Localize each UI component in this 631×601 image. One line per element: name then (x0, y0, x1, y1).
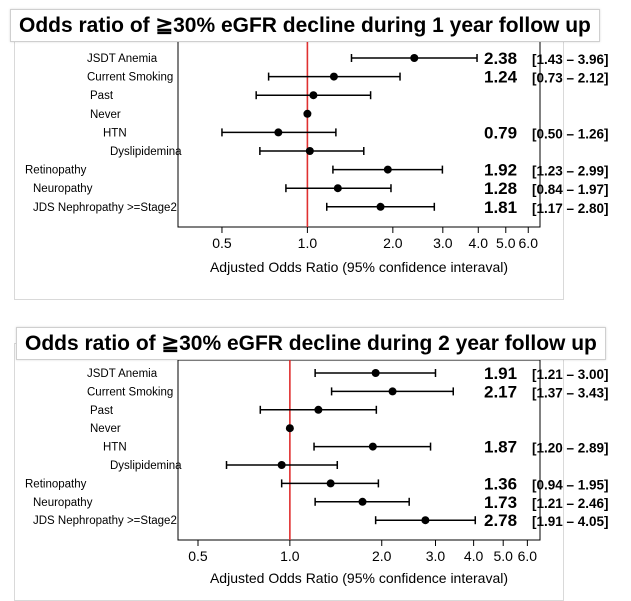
point-estimate (388, 387, 397, 396)
x-axis-label: Adjusted Odds Ratio (95% confidence inte… (210, 570, 508, 586)
confidence-interval-text: [1.91 – 4.05] (532, 514, 609, 529)
confidence-interval-text: [1.21 – 3.00] (532, 367, 609, 382)
odds-ratio-value: 1.36 (484, 474, 517, 493)
confidence-interval-text: [0.73 – 2.12] (532, 71, 609, 86)
confidence-interval-text: [0.84 – 1.97] (532, 182, 609, 197)
x-tick-label: 0.5 (212, 235, 232, 251)
odds-ratio-value: 1.91 (484, 364, 517, 383)
row-label: Current Smoking (87, 386, 173, 398)
odds-ratio-value: 1.24 (484, 68, 518, 87)
x-tick-label: 6.0 (518, 548, 538, 564)
confidence-interval-text: [1.23 – 2.99] (532, 164, 609, 179)
point-estimate (383, 165, 392, 174)
chart-panel-1 (14, 28, 564, 300)
row-label: HTN (103, 442, 127, 454)
forest-plot-1: 0.5 1.0 2.0 3.0 4.0 5.0 6.0 Adjusted Odds Ratio… (25, 40, 609, 275)
x-tick-label: 5.0 (493, 548, 513, 564)
point-estimate (333, 184, 342, 193)
confidence-interval-text: [1.17 – 2.80] (532, 201, 609, 216)
row-label: Dyslipidemina (110, 460, 182, 472)
odds-ratio-value: 1.81 (484, 198, 517, 217)
row-label: HTN (103, 127, 127, 139)
point-estimate (309, 91, 318, 100)
x-tick-label: 4.0 (464, 548, 484, 564)
x-tick-label: 2.0 (383, 235, 403, 251)
confidence-interval-text: [1.20 – 2.89] (532, 441, 609, 456)
x-tick-label: 3.0 (426, 548, 446, 564)
row-label: Neuropathy (33, 183, 93, 195)
row-label: Current Smoking (87, 72, 173, 84)
point-estimate (277, 461, 286, 469)
confidence-interval-text: [0.94 – 1.95] (532, 477, 609, 492)
confidence-interval-text: [1.21 – 2.46] (532, 496, 609, 511)
confidence-interval-text: [1.43 – 3.96] (532, 52, 609, 67)
forest-plot-2: 0.5 1.0 2.0 3.0 4.0 5.0 6.0 Adjusted Odds Ratio… (25, 359, 609, 586)
row-label: Never (90, 423, 121, 435)
point-estimate (326, 479, 335, 488)
row-label: JDS Nephropathy >=Stage2 (33, 515, 177, 527)
x-tick-label: 3.0 (433, 235, 453, 251)
point-estimate (376, 202, 385, 211)
point-estimate (274, 128, 283, 137)
confidence-interval-text: [1.37 – 3.43] (532, 385, 609, 400)
odds-ratio-value: 1.73 (484, 493, 517, 512)
point-estimate (371, 369, 380, 377)
row-label: Retinopathy (25, 478, 87, 490)
point-estimate (421, 516, 430, 525)
row-label: Neuropathy (33, 497, 93, 509)
x-tick-label: 1.0 (298, 235, 318, 251)
odds-ratio-value: 2.17 (484, 382, 517, 401)
row-label: Dyslipidemina (110, 146, 182, 158)
row-label: JSDT Anemia (87, 53, 158, 65)
point-estimate (368, 442, 377, 451)
row-label: Past (90, 90, 114, 102)
odds-ratio-value: 1.87 (484, 438, 517, 457)
point-estimate (329, 72, 338, 81)
x-tick-label: 6.0 (519, 235, 539, 251)
point-estimate (358, 497, 367, 506)
x-axis-label: Adjusted Odds Ratio (95% confidence inte… (210, 259, 508, 275)
point-estimate (285, 424, 294, 433)
chart-title-1: Odds ratio of ≧30% eGFR decline during 1… (10, 9, 600, 42)
row-label: JDS Nephropathy >=Stage2 (33, 202, 177, 214)
row-label: Never (90, 109, 121, 121)
odds-ratio-value: 2.38 (484, 49, 517, 68)
odds-ratio-value: 1.28 (484, 179, 517, 198)
row-label: JSDT Anemia (87, 368, 158, 380)
x-tick-label: 2.0 (372, 548, 392, 564)
point-estimate (314, 405, 323, 414)
row-label: Past (90, 405, 114, 417)
odds-ratio-value: 2.78 (484, 511, 517, 530)
odds-ratio-value: 1.92 (484, 161, 517, 180)
point-estimate (410, 54, 419, 62)
chart-title-2: Odds ratio of ≧30% eGFR decline during 2… (16, 327, 606, 360)
x-tick-label: 4.0 (469, 235, 489, 251)
plot-frame (177, 359, 541, 541)
point-estimate (303, 109, 312, 118)
x-tick-label: 0.5 (188, 548, 208, 564)
odds-ratio-value: 0.79 (484, 123, 517, 142)
x-tick-label: 5.0 (496, 235, 516, 251)
point-estimate (305, 147, 314, 155)
x-tick-label: 1.0 (280, 548, 300, 564)
row-label: Retinopathy (25, 165, 87, 177)
confidence-interval-text: [0.50 – 1.26] (532, 126, 609, 141)
